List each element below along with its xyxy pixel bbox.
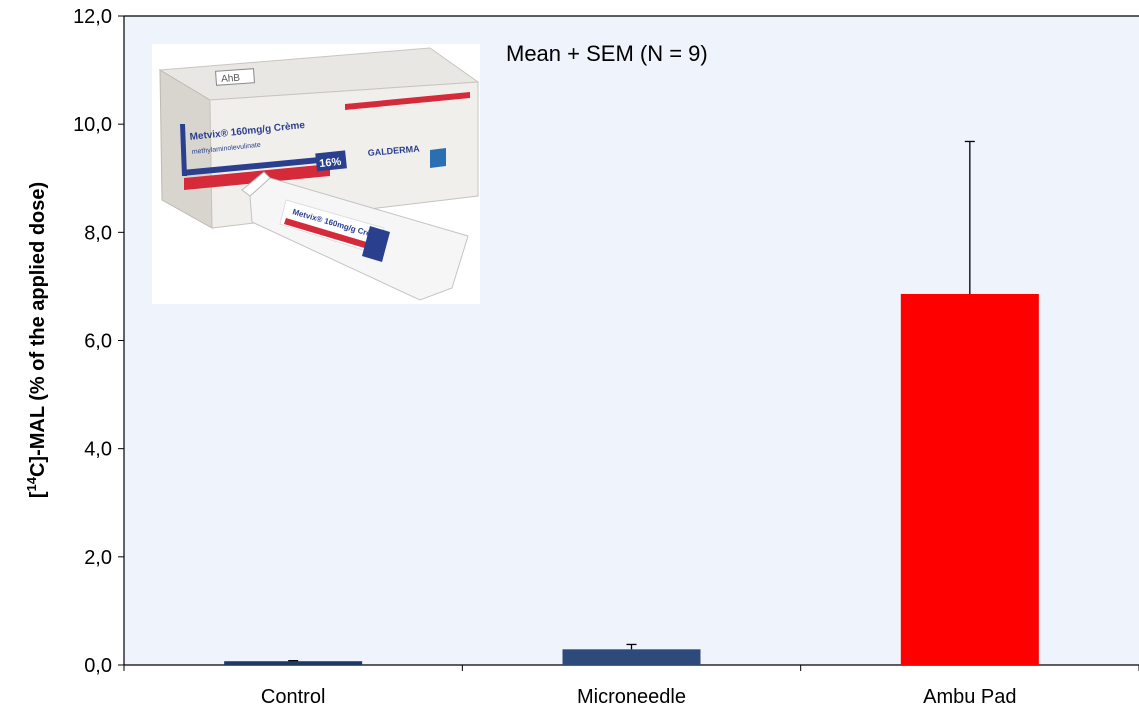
x-axis-ticks: Control Microneedle Ambu Pad xyxy=(123,665,1139,708)
bars xyxy=(224,293,1039,665)
y-axis-label: [14C]-MAL (% of the applied dose) xyxy=(24,182,49,498)
y-tick-label: 2,0 xyxy=(84,547,112,569)
brand-label: GALDERMA xyxy=(367,143,420,158)
y-tick-label: 10,0 xyxy=(73,114,112,136)
error-bars xyxy=(288,140,975,662)
x-category-label: Ambu Pad xyxy=(923,686,1016,708)
x-category-label: Control xyxy=(261,686,325,708)
bar-microneedle xyxy=(562,649,701,665)
x-category-label: Microneedle xyxy=(577,686,686,708)
y-tick-label: 12,0 xyxy=(73,6,112,28)
bar-control xyxy=(224,661,363,665)
y-tick-label: 0,0 xyxy=(84,655,112,677)
annotation-mean-sem: Mean + SEM (N = 9) xyxy=(506,41,708,66)
bar-ambu-pad xyxy=(900,293,1039,665)
box-tag: AhB xyxy=(221,73,241,85)
y-tick-label: 8,0 xyxy=(84,222,112,244)
y-axis-ticks: 0,0 2,0 4,0 6,0 8,0 10,0 12,0 xyxy=(73,6,124,677)
y-tick-label: 6,0 xyxy=(84,331,112,353)
percent-badge: 16% xyxy=(319,156,342,170)
y-tick-label: 4,0 xyxy=(84,439,112,461)
metvix-cream-product-photo: AhB Metvix® 160mg/g Crème methylaminolev… xyxy=(152,44,480,304)
